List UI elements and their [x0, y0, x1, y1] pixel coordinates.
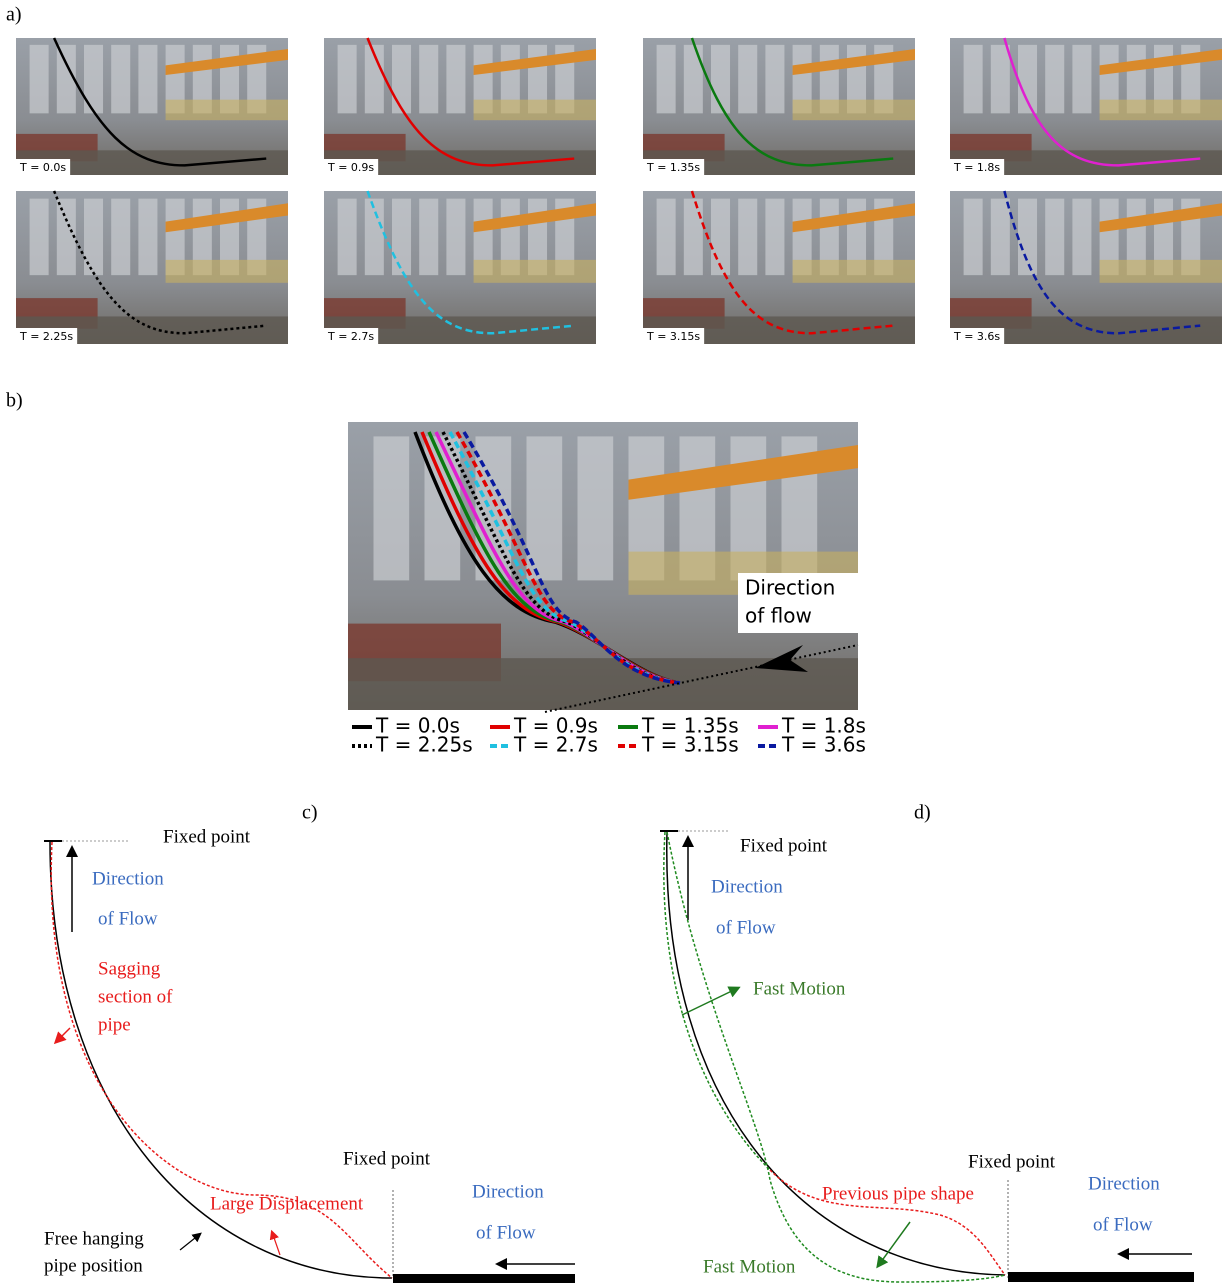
- annotation: Direction: [472, 1181, 544, 1202]
- annotation: Sagging: [98, 958, 161, 979]
- annotation: of Flow: [716, 917, 776, 938]
- window: [1045, 45, 1064, 114]
- window: [365, 199, 384, 276]
- railing: [166, 260, 288, 283]
- panel-label: d): [914, 802, 931, 824]
- annotation: of Flow: [1093, 1214, 1153, 1235]
- window: [765, 199, 784, 276]
- photo: [16, 191, 288, 344]
- annotation: Fast Motion: [753, 978, 846, 999]
- railing: [793, 100, 915, 121]
- photo: [324, 191, 596, 344]
- window: [738, 199, 757, 276]
- panel-label: c): [302, 802, 318, 824]
- window: [392, 199, 411, 276]
- time-label: T = 1.8s: [953, 161, 1000, 174]
- window: [1072, 199, 1091, 276]
- time-label: T = 0.0s: [19, 161, 66, 174]
- window: [684, 45, 703, 114]
- legend-label: T = 3.15s: [641, 733, 739, 757]
- annotation: section of: [98, 986, 173, 1007]
- window: [964, 45, 983, 114]
- window: [374, 436, 410, 580]
- panel-label: b): [6, 390, 23, 412]
- time-label: T = 1.35s: [646, 161, 700, 174]
- window: [964, 199, 983, 276]
- annotation: Free hanging: [44, 1228, 144, 1249]
- window: [738, 45, 757, 114]
- annotation: Direction: [1088, 1173, 1160, 1194]
- annotation: Fixed point: [163, 826, 251, 847]
- annotation: Direction: [92, 868, 164, 889]
- time-label: T = 3.15s: [646, 330, 700, 343]
- annotation: Previous pipe shape: [822, 1183, 974, 1204]
- annotation: of Flow: [476, 1222, 536, 1243]
- photo: [16, 38, 288, 175]
- time-label: T = 0.9s: [327, 161, 374, 174]
- annotation: pipe position: [44, 1255, 143, 1276]
- window: [578, 436, 614, 580]
- photo: [950, 191, 1222, 344]
- annotation: Large Displacement: [210, 1193, 364, 1214]
- time-label: T = 3.6s: [953, 330, 1000, 343]
- railing: [793, 260, 915, 283]
- legend-label: T = 2.25s: [375, 733, 473, 757]
- window: [1018, 199, 1037, 276]
- railing: [1100, 260, 1222, 283]
- window: [419, 199, 438, 276]
- time-label: T = 2.25s: [19, 330, 73, 343]
- window: [684, 199, 703, 276]
- window: [765, 45, 784, 114]
- photo: [324, 38, 596, 175]
- window: [338, 45, 357, 114]
- annotation: of flow: [745, 604, 812, 628]
- window: [392, 45, 411, 114]
- annotation: pipe: [98, 1014, 131, 1035]
- time-label: T = 2.7s: [327, 330, 374, 343]
- legend-label: T = 2.7s: [513, 733, 598, 757]
- photo: [643, 191, 915, 344]
- photo: [950, 38, 1222, 175]
- window: [1072, 45, 1091, 114]
- window: [657, 45, 676, 114]
- annotation: Direction: [745, 576, 835, 600]
- annotation: Fixed point: [343, 1148, 431, 1169]
- window: [991, 45, 1010, 114]
- railing: [474, 100, 596, 121]
- diagram-c: [44, 841, 575, 1283]
- legend-label: T = 3.6s: [781, 733, 866, 757]
- window: [338, 199, 357, 276]
- railing: [1100, 100, 1222, 121]
- window: [446, 199, 465, 276]
- annotation: Direction: [711, 876, 783, 897]
- annotation: of Flow: [98, 908, 158, 929]
- annotation: Fixed point: [740, 835, 828, 856]
- railing: [166, 100, 288, 121]
- annotation: Fixed point: [968, 1151, 1056, 1172]
- window: [657, 199, 676, 276]
- window: [446, 45, 465, 114]
- window: [30, 199, 49, 276]
- annotation: Fast Motion: [703, 1256, 796, 1277]
- window: [991, 199, 1010, 276]
- window: [30, 45, 49, 114]
- figure: a) b) c) d) Fixed point Direction of Flo…: [0, 0, 1224, 1286]
- window: [138, 45, 157, 114]
- window: [111, 199, 130, 276]
- railing: [474, 260, 596, 283]
- window: [138, 199, 157, 276]
- window: [419, 45, 438, 114]
- panel-label: a): [6, 4, 22, 26]
- window: [1045, 199, 1064, 276]
- photo: [643, 38, 915, 175]
- window: [111, 45, 130, 114]
